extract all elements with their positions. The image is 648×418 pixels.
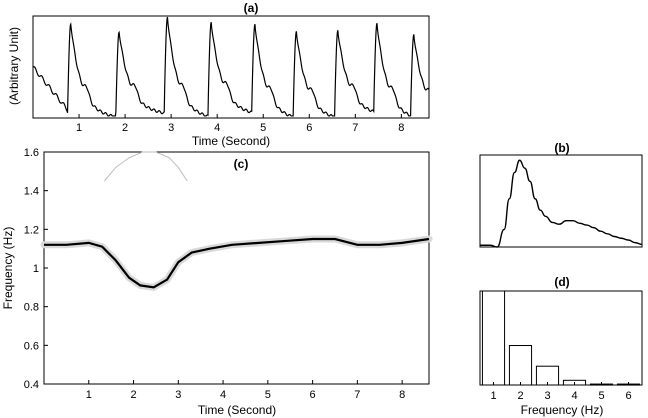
panel-c-x-tick-label: 1 [86, 389, 92, 401]
panel-d-x-tick-label: 2 [517, 390, 523, 402]
panel-d: (d) 1 2 3 4 5 6 Frequency (Hz) [479, 275, 643, 417]
panel-a-x-tick-label: 8 [398, 122, 404, 134]
panel-d-title: (d) [554, 275, 569, 289]
panel-c-frame [43, 151, 430, 385]
panel-c-x-ticks: 1 2 3 4 5 6 7 8 [86, 380, 405, 401]
panel-c-x-tick-label: 5 [265, 389, 271, 401]
panel-d-x-ticks: 1 2 3 4 5 6 [490, 382, 632, 402]
panel-d-x-tick-label: 6 [625, 390, 631, 402]
panel-c-main-ridge [44, 237, 430, 289]
panel-a-title: (a) [244, 1, 259, 15]
panel-a: (a) 1 2 3 4 5 6 7 8 Time (Second) (Arbitrary Un… [7, 1, 430, 148]
panel-d-bar [481, 290, 506, 386]
panel-c-y-tick-label: 1 [33, 263, 39, 275]
panel-c-y-tick-label: 0.4 [24, 379, 39, 391]
panel-c-faint-ridge [104, 151, 188, 182]
panel-c-y-tick-label: 1.2 [24, 224, 39, 236]
panel-d-x-tick-label: 3 [544, 390, 550, 402]
panel-b-frame [479, 154, 643, 248]
panel-c-y-tick-label: 1.4 [24, 186, 39, 198]
panel-b-title: (b) [554, 141, 569, 155]
panel-a-x-label: Time (Second) [192, 134, 270, 148]
panel-c-x-tick-label: 7 [354, 389, 360, 401]
panel-d-x-label: Frequency (Hz) [521, 403, 604, 417]
panel-c-title: (c) [234, 157, 249, 171]
panel-a-x-tick-label: 2 [122, 122, 128, 134]
panel-a-x-tick-label: 4 [214, 122, 220, 134]
panel-d-x-tick-label: 4 [571, 390, 577, 402]
panel-b-spectrum-line [480, 159, 643, 248]
panel-a-x-tick-label: 7 [352, 122, 358, 134]
panel-c-x-tick-label: 3 [175, 389, 181, 401]
panel-c-x-tick-label: 8 [399, 389, 405, 401]
panel-c-y-tick-label: 0.8 [24, 302, 39, 314]
panel-c-x-label: Time (Second) [198, 403, 276, 417]
panel-a-x-tick-label: 1 [76, 122, 82, 134]
panel-c-x-tick-label: 6 [310, 389, 316, 401]
panel-a-frame [32, 15, 430, 119]
panel-b: (b) [479, 141, 643, 248]
panel-a-waveform [32, 16, 430, 117]
panel-c-y-tick-label: 0.6 [24, 340, 39, 352]
panel-c: (c) 1 2 3 4 5 6 7 8 0.4 0.6 0.8 1 1.2 1.4 1.6 Time (S… [1, 147, 433, 417]
panel-d-bars [481, 290, 641, 386]
panel-a-x-ticks: 1 2 3 4 5 6 7 8 [76, 114, 404, 134]
panel-d-x-tick-label: 5 [598, 390, 604, 402]
panel-d-x-tick-label: 1 [490, 390, 496, 402]
panel-a-y-label: (Arbitrary Unit) [7, 27, 21, 105]
panel-c-x-tick-label: 2 [130, 389, 136, 401]
panel-c-y-tick-label: 1.6 [24, 147, 39, 159]
panel-a-x-tick-label: 3 [168, 122, 174, 134]
panel-c-y-label: Frequency (Hz) [1, 227, 15, 310]
panel-c-x-tick-label: 4 [220, 389, 226, 401]
panel-d-frame [479, 290, 643, 386]
panel-d-bar [508, 345, 533, 386]
panel-a-x-tick-label: 5 [260, 122, 266, 134]
panel-c-y-ticks: 0.4 0.6 0.8 1 1.2 1.4 1.6 [24, 147, 48, 391]
panel-a-x-tick-label: 6 [306, 122, 312, 134]
